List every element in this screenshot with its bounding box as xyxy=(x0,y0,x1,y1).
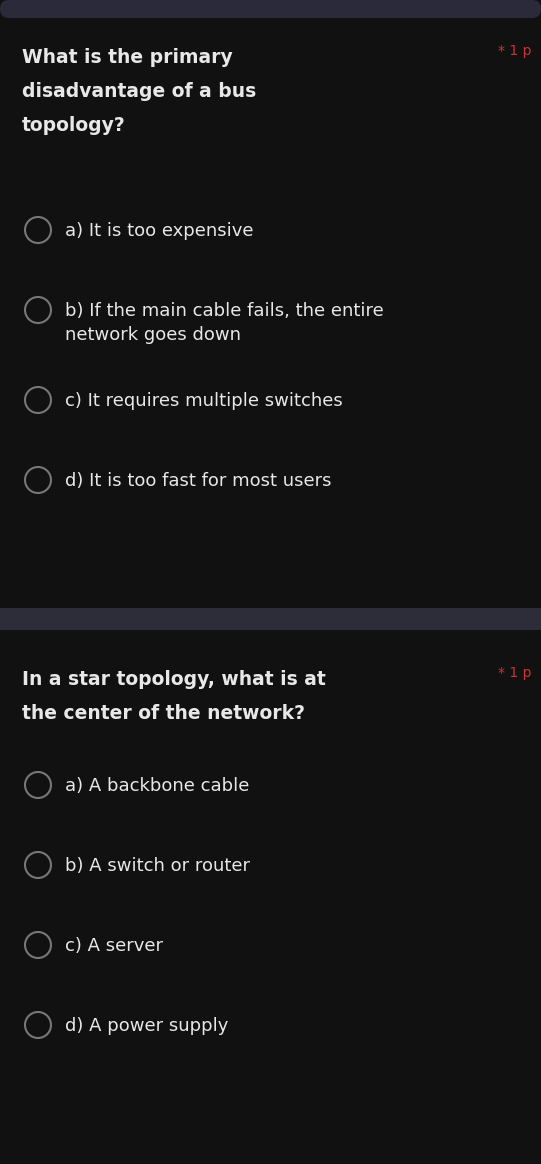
Text: a) It is too expensive: a) It is too expensive xyxy=(65,222,254,240)
Text: network goes down: network goes down xyxy=(65,326,241,345)
FancyBboxPatch shape xyxy=(0,608,541,630)
Text: In a star topology, what is at: In a star topology, what is at xyxy=(22,670,326,689)
Text: disadvantage of a bus: disadvantage of a bus xyxy=(22,81,256,101)
Text: topology?: topology? xyxy=(22,116,126,135)
Text: c) A server: c) A server xyxy=(65,937,163,954)
Text: c) It requires multiple switches: c) It requires multiple switches xyxy=(65,392,343,410)
FancyBboxPatch shape xyxy=(0,0,541,17)
Text: d) A power supply: d) A power supply xyxy=(65,1017,228,1035)
Text: b) A switch or router: b) A switch or router xyxy=(65,857,250,875)
Text: What is the primary: What is the primary xyxy=(22,48,233,68)
Text: d) It is too fast for most users: d) It is too fast for most users xyxy=(65,471,332,490)
Text: * 1 p: * 1 p xyxy=(498,666,531,680)
Text: b) If the main cable fails, the entire: b) If the main cable fails, the entire xyxy=(65,301,384,320)
Text: a) A backbone cable: a) A backbone cable xyxy=(65,778,249,795)
Text: * 1 p: * 1 p xyxy=(498,44,531,58)
Text: the center of the network?: the center of the network? xyxy=(22,704,305,723)
